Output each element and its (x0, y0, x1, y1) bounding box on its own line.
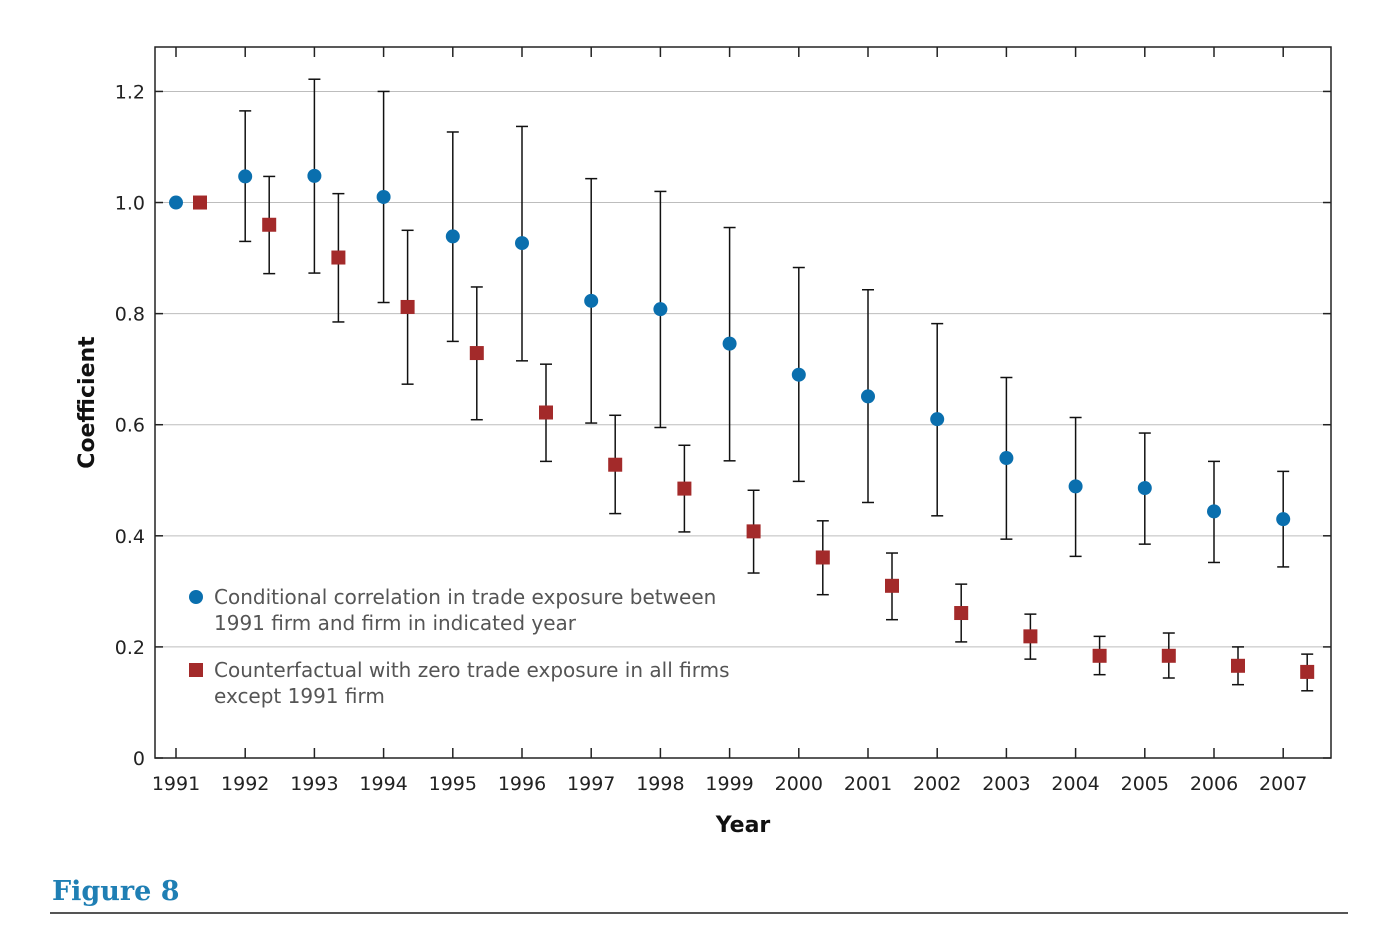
x-tick-label: 1995 (429, 773, 477, 795)
data-point-counterfactual (539, 405, 553, 420)
data-point-correlation (930, 412, 945, 427)
x-tick-label: 2007 (1259, 773, 1307, 795)
data-point-correlation (791, 367, 806, 382)
data-point-counterfactual (400, 299, 415, 314)
data-point-counterfactual (608, 457, 623, 472)
data-point-correlation (1207, 504, 1221, 519)
x-tick-label: 1998 (636, 773, 684, 795)
data-point-counterfactual (469, 346, 484, 361)
data-point-correlation (1068, 479, 1083, 494)
data-point-counterfactual (1092, 648, 1107, 663)
legend: Conditional correlation in trade exposur… (189, 585, 730, 708)
data-point-correlation (1276, 512, 1291, 527)
x-tick-label: 2000 (775, 773, 823, 795)
x-tick-label: 2003 (982, 773, 1030, 795)
data-point-counterfactual (1300, 664, 1315, 679)
x-tick-label: 1996 (498, 773, 546, 795)
x-tick-label: 1999 (705, 773, 753, 795)
x-axis-title: Year (715, 813, 771, 838)
x-tick-label: 2006 (1190, 773, 1238, 795)
legend-entry-counterfactual-line1: Counterfactual with zero trade exposure … (214, 658, 730, 682)
legend-entry-correlation-line1: Conditional correlation in trade exposur… (214, 585, 716, 609)
data-point-counterfactual (1023, 629, 1038, 644)
x-tick-label: 2005 (1121, 773, 1169, 795)
figure-rule (50, 912, 1348, 914)
data-point-correlation (238, 169, 253, 184)
y-tick-labels: 0 0.2 0.4 0.6 0.8 1.0 1.2 (115, 81, 145, 770)
x-tick-label: 1993 (290, 773, 338, 795)
x-tick-label: 1994 (359, 773, 407, 795)
data-point-correlation (445, 229, 460, 244)
gridlines (155, 90, 1331, 648)
coefficient-chart: 0 0.2 0.4 0.6 0.8 1.0 1.2 1991 1992 1993 1994 1995… (75, 46, 1332, 838)
figure-label: Figure 8 (52, 876, 180, 907)
data-point-counterfactual (954, 606, 969, 621)
data-point-correlation (515, 236, 529, 251)
x-tick-label: 1992 (221, 773, 269, 795)
data-point-counterfactual (1161, 648, 1176, 663)
data-point-correlation (584, 293, 599, 308)
legend-square-marker-icon (189, 663, 203, 677)
x-tick-label: 2002 (913, 773, 961, 795)
axis-ticks (155, 47, 1331, 759)
y-tick-label: 0 (133, 748, 145, 770)
legend-entry-counterfactual-line2: except 1991 firm (214, 684, 385, 708)
data-point-correlation (1137, 481, 1152, 496)
x-tick-label: 1997 (567, 773, 615, 795)
data-point-correlation (376, 189, 391, 204)
y-tick-label: 0.6 (115, 415, 145, 437)
data-point-correlation (307, 168, 322, 183)
y-tick-label: 1.2 (115, 81, 145, 103)
y-tick-label: 0.4 (115, 526, 145, 548)
data-point-counterfactual (746, 524, 761, 539)
x-tick-label: 2004 (1051, 773, 1099, 795)
y-tick-label: 0.2 (115, 637, 145, 659)
data-point-counterfactual (262, 217, 277, 232)
data-point-correlation (861, 389, 875, 404)
data-point-correlation (999, 451, 1014, 466)
data-point-counterfactual (815, 550, 830, 565)
legend-entry-correlation-line2: 1991 firm and firm in indicated year (214, 611, 577, 635)
data-point-counterfactual (1231, 658, 1245, 673)
x-tick-label: 2001 (844, 773, 892, 795)
data-point-correlation (169, 195, 183, 210)
data-point-counterfactual (677, 481, 692, 496)
data-point-correlation (653, 302, 668, 317)
plot-frame (154, 46, 1332, 759)
data-markers (169, 168, 1315, 679)
y-tick-label: 0.8 (115, 304, 145, 326)
y-tick-label: 1.0 (115, 193, 145, 215)
x-tick-labels: 1991 1992 1993 1994 1995 1996 1997 1998 1999 2000… (152, 773, 1308, 795)
y-axis-title: Coefficient (75, 336, 100, 469)
data-point-counterfactual (331, 250, 346, 265)
data-point-correlation (722, 336, 737, 351)
x-tick-label: 1991 (152, 773, 200, 795)
data-point-counterfactual (193, 195, 207, 210)
legend-circle-marker-icon (189, 590, 203, 604)
data-point-counterfactual (885, 578, 899, 593)
